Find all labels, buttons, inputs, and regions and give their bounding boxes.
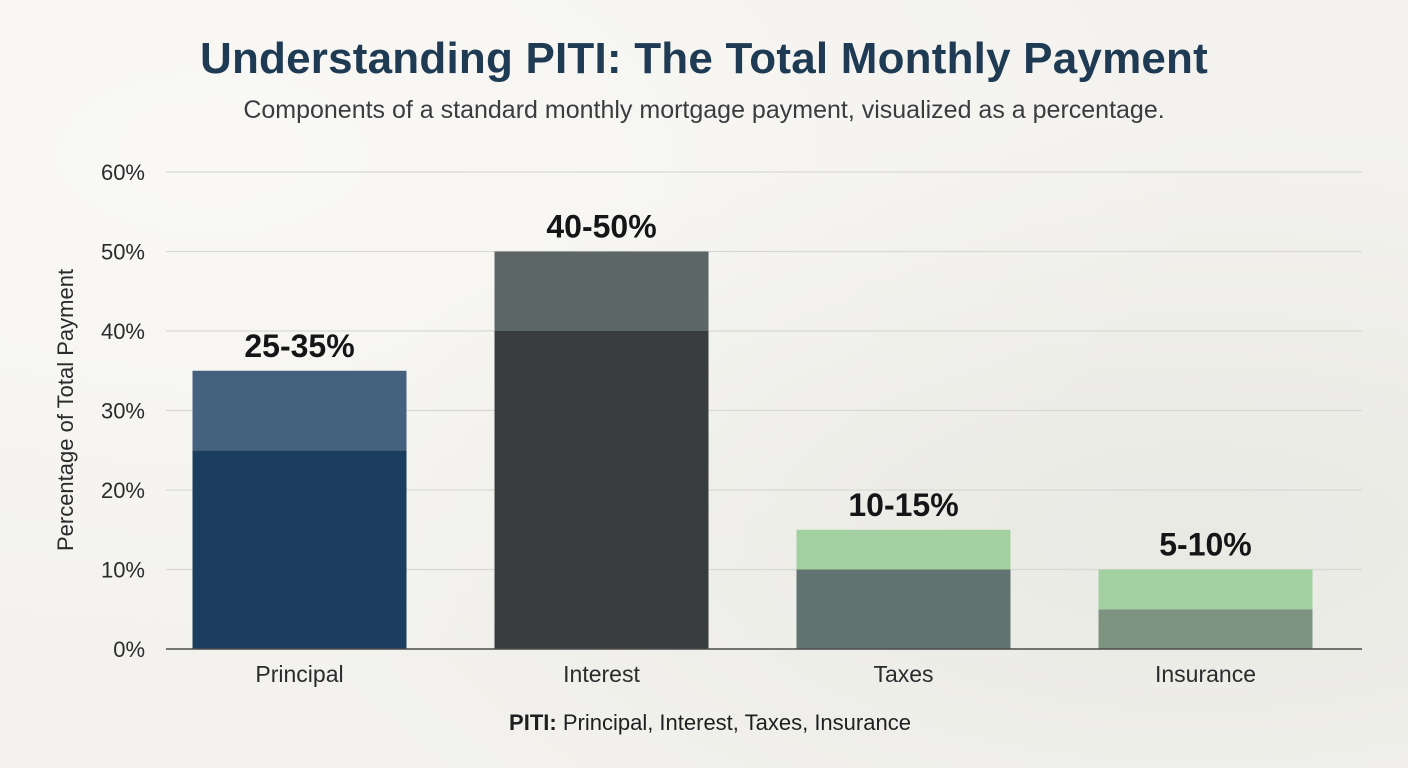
bar-interest-range [494, 251, 709, 331]
bar-insurance-range [1098, 569, 1313, 610]
data-label-taxes: 10-15% [848, 487, 958, 523]
y-tick-label: 30% [101, 399, 145, 424]
x-category-label-insurance: Insurance [1155, 661, 1256, 687]
y-axis-label: Percentage of Total Payment [53, 269, 78, 551]
footnote-bold: PITI: [509, 710, 557, 735]
bars [192, 251, 1313, 649]
chart-subtitle: Components of a standard monthly mortgag… [243, 96, 1165, 124]
y-tick-label: 40% [101, 319, 145, 344]
bar-taxes-base [796, 569, 1011, 649]
bar-principal-range [192, 370, 407, 451]
y-tick-label: 0% [113, 637, 145, 662]
data-label-interest: 40-50% [546, 209, 656, 245]
bar-taxes-range [796, 529, 1011, 570]
footnote-text: Principal, Interest, Taxes, Insurance [556, 710, 911, 735]
bar-principal-base [192, 450, 407, 649]
x-axis-categories: Principal Interest Taxes Insurance [255, 661, 1256, 687]
data-label-principal: 25-35% [244, 328, 354, 364]
data-labels: 25-35% 40-50% 10-15% 5-10% [244, 209, 1251, 563]
y-tick-label: 10% [101, 558, 145, 583]
piti-footnote: PITI: Principal, Interest, Taxes, Insura… [0, 710, 1408, 736]
chart-title: Understanding PITI: The Total Monthly Pa… [199, 34, 1208, 83]
x-category-label-principal: Principal [255, 661, 343, 687]
y-tick-label: 20% [101, 478, 145, 503]
y-axis-ticks: 0% 10% 20% 30% 40% 50% 60% [101, 160, 145, 662]
bar-insurance-base [1098, 609, 1313, 649]
bar-interest-base [494, 331, 709, 649]
data-label-insurance: 5-10% [1159, 527, 1252, 563]
y-tick-label: 50% [101, 240, 145, 265]
x-category-label-interest: Interest [563, 661, 640, 687]
y-tick-label: 60% [101, 160, 145, 185]
x-category-label-taxes: Taxes [873, 661, 933, 687]
